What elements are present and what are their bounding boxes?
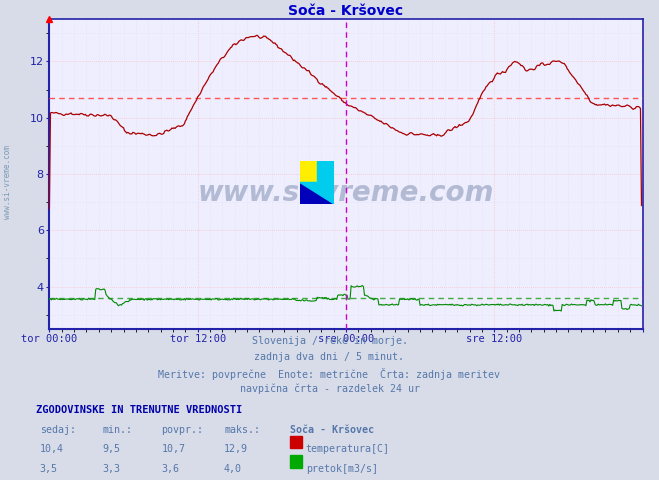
- Text: 3,6: 3,6: [161, 464, 179, 474]
- Text: zadnja dva dni / 5 minut.: zadnja dva dni / 5 minut.: [254, 352, 405, 362]
- Text: Soča - Kršovec: Soča - Kršovec: [290, 425, 374, 435]
- Text: 10,4: 10,4: [40, 444, 63, 455]
- Text: Meritve: povprečne  Enote: metrične  Črta: zadnja meritev: Meritve: povprečne Enote: metrične Črta:…: [159, 368, 500, 380]
- Polygon shape: [300, 182, 334, 204]
- Text: 4,0: 4,0: [224, 464, 242, 474]
- Text: navpična črta - razdelek 24 ur: navpična črta - razdelek 24 ur: [239, 384, 420, 394]
- Text: ZGODOVINSKE IN TRENUTNE VREDNOSTI: ZGODOVINSKE IN TRENUTNE VREDNOSTI: [36, 405, 243, 415]
- Text: 12,9: 12,9: [224, 444, 248, 455]
- Text: sedaj:: sedaj:: [40, 425, 76, 435]
- Title: Soča - Kršovec: Soča - Kršovec: [289, 4, 403, 18]
- Bar: [317, 161, 334, 182]
- Text: temperatura[C]: temperatura[C]: [306, 444, 389, 455]
- Text: 9,5: 9,5: [102, 444, 120, 455]
- Text: www.si-vreme.com: www.si-vreme.com: [3, 145, 13, 219]
- Text: 10,7: 10,7: [161, 444, 185, 455]
- Text: min.:: min.:: [102, 425, 132, 435]
- Text: 3,5: 3,5: [40, 464, 57, 474]
- Text: 3,3: 3,3: [102, 464, 120, 474]
- Text: Slovenija / reke in morje.: Slovenija / reke in morje.: [252, 336, 407, 346]
- Text: www.si-vreme.com: www.si-vreme.com: [198, 179, 494, 206]
- Text: povpr.:: povpr.:: [161, 425, 204, 435]
- Bar: [300, 161, 317, 182]
- Text: maks.:: maks.:: [224, 425, 260, 435]
- Text: pretok[m3/s]: pretok[m3/s]: [306, 464, 378, 474]
